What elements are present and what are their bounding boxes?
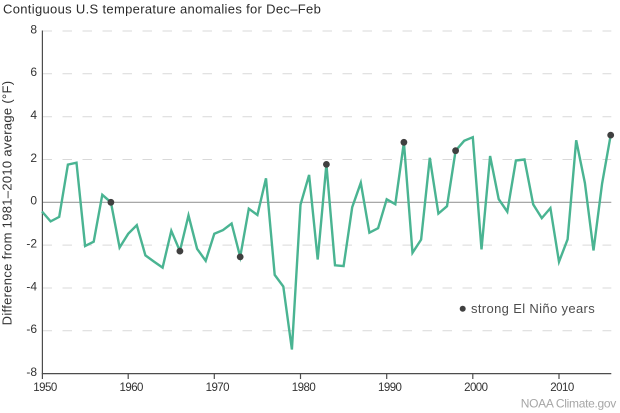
svg-text:Contiguous U.S temperature ano: Contiguous U.S temperature anomalies for… [3, 2, 321, 17]
svg-text:6: 6 [30, 65, 37, 79]
svg-text:-4: -4 [26, 279, 37, 293]
svg-text:0: 0 [30, 194, 37, 208]
svg-text:2000: 2000 [464, 382, 488, 394]
svg-text:2010: 2010 [550, 382, 574, 394]
svg-text:1990: 1990 [378, 382, 402, 394]
svg-text:Difference from 1981–2010 aver: Difference from 1981–2010 average (°F) [0, 81, 15, 326]
svg-text:8: 8 [30, 22, 37, 36]
svg-text:1970: 1970 [206, 382, 230, 394]
svg-text:NOAA Climate.gov: NOAA Climate.gov [521, 397, 617, 411]
svg-text:1980: 1980 [292, 382, 316, 394]
svg-text:1960: 1960 [120, 382, 144, 394]
svg-text:2: 2 [30, 151, 37, 165]
svg-text:4: 4 [30, 108, 37, 122]
svg-text:-8: -8 [26, 365, 37, 379]
svg-text:-6: -6 [26, 322, 37, 336]
svg-text:strong El Niño years: strong El Niño years [471, 301, 595, 316]
svg-text:1950: 1950 [33, 382, 57, 394]
svg-text:-2: -2 [26, 236, 37, 250]
